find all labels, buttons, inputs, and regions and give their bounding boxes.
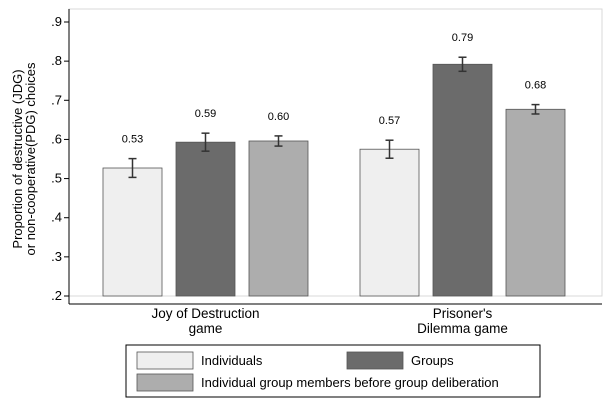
legend-label: Individuals <box>201 353 263 368</box>
legend <box>125 344 541 398</box>
legend-label: Individual group members before group de… <box>201 375 499 390</box>
bar <box>359 148 420 297</box>
category-label: Prisoner's <box>433 306 493 321</box>
y-tick-label: .9 <box>51 14 62 29</box>
category-label: Joy of Destruction <box>151 306 259 321</box>
bar <box>175 141 236 297</box>
bar <box>102 167 163 297</box>
y-tick-label: .7 <box>51 92 62 107</box>
y-axis-label: Proportion of destructive (JDG) <box>10 69 25 248</box>
y-tick-label: .4 <box>51 210 62 225</box>
data-label: 0.53 <box>122 134 143 146</box>
y-tick-label: .8 <box>51 53 62 68</box>
data-label: 0.79 <box>452 32 473 44</box>
y-axis-label: or non-cooperative(PDG) choices <box>23 62 38 255</box>
y-tick-label: .6 <box>51 131 62 146</box>
category-label: game <box>189 321 223 336</box>
legend-swatch <box>136 351 194 370</box>
data-label: 0.60 <box>268 111 289 123</box>
legend-swatch <box>136 373 194 392</box>
data-label: 0.57 <box>379 115 400 127</box>
bar <box>248 140 309 297</box>
y-tick-label: .3 <box>51 249 62 264</box>
legend-swatch <box>346 351 404 370</box>
legend-label: Groups <box>411 353 454 368</box>
data-label: 0.59 <box>195 108 216 120</box>
y-tick-label: .2 <box>51 288 62 303</box>
bar <box>505 108 566 297</box>
y-tick-label: .5 <box>51 171 62 186</box>
bar <box>432 63 493 297</box>
data-label: 0.68 <box>525 80 546 92</box>
category-label: Dilemma game <box>417 321 508 336</box>
